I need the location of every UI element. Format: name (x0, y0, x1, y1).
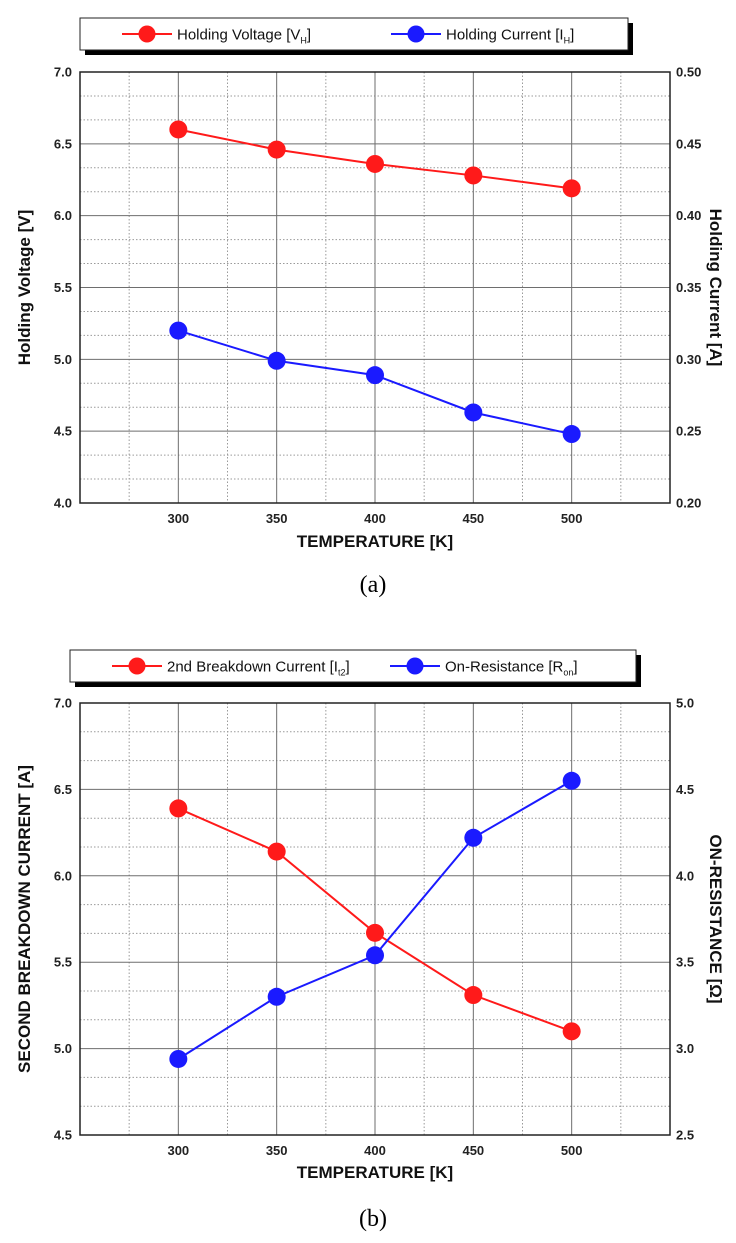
right-y-tick-label: 0.50 (676, 65, 701, 80)
legend-marker (406, 657, 424, 675)
data-point (562, 771, 581, 790)
x-tick-label: 300 (167, 511, 189, 526)
legend-label-end: ] (573, 659, 577, 676)
left-y-tick-label: 7.0 (54, 696, 72, 711)
left-y-axis-title: Holding Voltage [V] (15, 210, 34, 366)
x-tick-label: 500 (561, 511, 583, 526)
left-y-tick-label: 4.0 (54, 496, 72, 511)
data-point (169, 1049, 188, 1068)
left-y-tick-label: 5.5 (54, 280, 72, 295)
x-tick-label: 350 (266, 511, 288, 526)
legend-box (79, 17, 629, 51)
legend-label-subscript: H (564, 36, 571, 46)
figure-caption: (b) (359, 1206, 387, 1232)
legend-marker (128, 657, 146, 675)
legend-label: On-Resistance [Ron] (445, 659, 578, 678)
left-y-tick-label: 6.0 (54, 208, 72, 223)
data-point (267, 842, 286, 861)
right-y-tick-label: 3.0 (676, 1041, 694, 1056)
data-point (366, 946, 384, 965)
legend-label-subscript: t2 (338, 668, 346, 678)
plot-frame (79, 71, 671, 504)
legend-label-subscript: on (563, 668, 573, 678)
legend-label-main: Holding Voltage [V (177, 27, 300, 44)
legend-marker (138, 25, 156, 43)
left-y-tick-label: 6.5 (54, 136, 72, 151)
plot-frame (79, 702, 671, 1136)
legend-box (69, 649, 637, 683)
right-y-tick-label: 4.5 (676, 782, 694, 797)
left-y-tick-label: 4.5 (54, 1128, 72, 1143)
right-y-tick-label: 4.0 (676, 868, 694, 883)
right-y-tick-label: 0.30 (676, 352, 701, 367)
chart-b: 4.5 5.0 5.5 6.0 6.5 7.0 2.5 3.0 3.5 4.0 4.5 5.0 300 3… (15, 649, 725, 1232)
legend-marker (407, 25, 425, 43)
right-y-axis-title: ON-RESISTANCE [Ω] (706, 834, 725, 1003)
left-y-tick-label: 6.0 (54, 868, 72, 883)
right-y-tick-label: 5.0 (676, 696, 694, 711)
right-y-tick-label: 0.45 (676, 136, 701, 151)
data-point (464, 403, 483, 422)
x-tick-label: 400 (364, 1143, 386, 1158)
data-point (267, 351, 286, 370)
legend-label-main: 2nd Breakdown Current [I (167, 659, 338, 676)
data-point (267, 987, 286, 1006)
left-y-tick-label: 5.0 (54, 1041, 72, 1056)
x-tick-label: 400 (364, 511, 386, 526)
chart-a: 4.0 4.5 5.0 5.5 6.0 6.5 7.0 0.20 0.25 0.30 0.35 0.4… (15, 17, 725, 598)
right-y-tick-label: 0.35 (676, 280, 701, 295)
legend-label-end: ] (307, 27, 311, 44)
right-y-tick-label: 3.5 (676, 955, 694, 970)
data-point (267, 140, 286, 159)
x-tick-label: 450 (462, 511, 484, 526)
data-point (562, 1022, 581, 1041)
x-tick-label: 350 (266, 1143, 288, 1158)
left-y-tick-label: 4.5 (54, 424, 72, 439)
right-y-tick-label: 0.40 (676, 208, 701, 223)
right-y-axis-title: Holding Current [A] (706, 209, 725, 367)
legend-label-end: ] (570, 27, 574, 44)
right-y-tick-label: 2.5 (676, 1128, 694, 1143)
x-axis-title: TEMPERATURE [K] (297, 532, 453, 551)
data-point (464, 986, 483, 1005)
legend-label: Holding Voltage [VH] (177, 27, 311, 46)
data-point (366, 154, 384, 173)
data-point (464, 828, 483, 847)
data-point (169, 799, 188, 818)
legend-label-end: ] (345, 659, 349, 676)
x-tick-label: 450 (462, 1143, 484, 1158)
left-y-tick-label: 5.5 (54, 955, 72, 970)
data-point (562, 179, 581, 198)
right-y-tick-label: 0.20 (676, 496, 701, 511)
right-y-tick-label: 0.25 (676, 424, 701, 439)
x-tick-label: 500 (561, 1143, 583, 1158)
left-y-tick-label: 6.5 (54, 782, 72, 797)
data-point (169, 321, 188, 340)
left-y-tick-label: 7.0 (54, 65, 72, 80)
data-point (366, 923, 384, 942)
left-y-tick-label: 5.0 (54, 352, 72, 367)
data-point (562, 425, 581, 444)
data-point (464, 166, 483, 185)
figure-caption: (a) (360, 572, 387, 598)
legend-label-main: Holding Current [I (446, 27, 564, 44)
left-y-axis-title: SECOND BREAKDOWN CURRENT [A] (15, 765, 34, 1073)
data-point (169, 120, 188, 139)
x-tick-label: 300 (167, 1143, 189, 1158)
legend-label-subscript: H (300, 36, 307, 46)
x-axis-title: TEMPERATURE [K] (297, 1163, 453, 1182)
legend-label-main: On-Resistance [R (445, 659, 564, 676)
legend-label: Holding Current [IH] (446, 27, 574, 46)
legend-label: 2nd Breakdown Current [It2] (167, 659, 350, 678)
data-point (366, 366, 384, 385)
